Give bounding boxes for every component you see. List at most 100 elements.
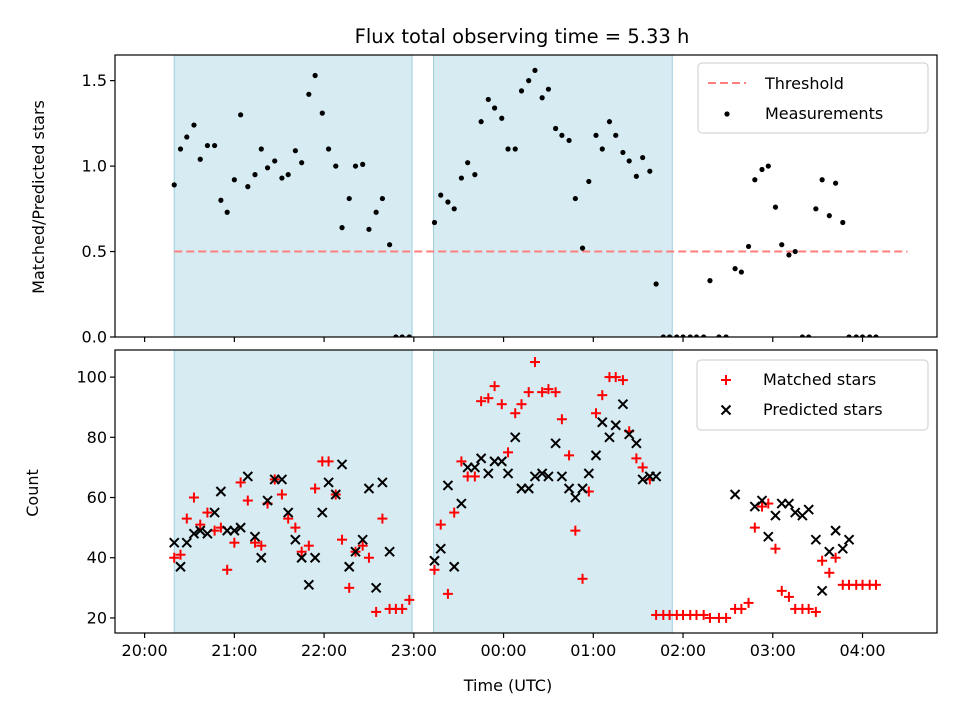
data-point (729, 489, 741, 500)
data-point (819, 177, 825, 183)
plot-area (169, 357, 881, 623)
data-point (285, 172, 291, 178)
data-point (566, 137, 572, 144)
data-point (184, 134, 190, 140)
legend-frame (697, 62, 929, 134)
data-point (276, 489, 287, 500)
data-point (529, 471, 541, 482)
data-point (701, 334, 707, 337)
data-point (586, 178, 592, 185)
data-point (824, 546, 835, 557)
data-point (175, 561, 186, 572)
data-point (738, 269, 744, 275)
data-point (824, 567, 835, 578)
data-point (666, 334, 673, 337)
data-point (633, 173, 639, 179)
data-point (518, 88, 525, 94)
data-point (786, 252, 792, 258)
data-point (745, 243, 752, 250)
data-point (456, 456, 467, 467)
data-point (469, 462, 481, 473)
data-point (188, 492, 199, 503)
data-point (442, 480, 454, 491)
data-point (593, 132, 599, 138)
data-point (723, 334, 729, 337)
data-point (496, 456, 507, 467)
data-point (309, 552, 321, 563)
data-point (202, 507, 213, 518)
data-point (363, 483, 375, 494)
data-point (526, 78, 532, 84)
data-point (429, 564, 440, 575)
data-point (837, 543, 848, 554)
data-point (721, 612, 732, 623)
data-point (660, 334, 666, 337)
data-point (516, 399, 527, 410)
data-point (435, 519, 446, 530)
data-point (442, 588, 453, 599)
data-point (431, 219, 438, 226)
data-point (229, 537, 240, 548)
data-point (704, 612, 715, 623)
data-point (397, 603, 408, 614)
bottom-y-axis-label: Count (23, 469, 42, 517)
data-point (846, 334, 852, 337)
data-point (570, 525, 581, 536)
data-point (472, 172, 478, 178)
legend-matched-swatch (721, 375, 731, 385)
data-point (256, 540, 267, 551)
data-point (350, 546, 361, 557)
data-point (599, 146, 605, 152)
data-point (830, 552, 841, 563)
data-point (597, 390, 608, 401)
data-point (783, 591, 794, 602)
data-point (363, 552, 374, 563)
data-point (483, 393, 494, 404)
x-tick-label: 23:00 (391, 641, 437, 660)
data-point (597, 417, 608, 428)
top-y-axis-label: Matched/Predicted stars (29, 100, 48, 294)
data-point (404, 594, 415, 605)
x-axis-label: Time (UTC) (463, 676, 552, 695)
data-point (765, 163, 771, 169)
data-point (357, 540, 368, 551)
data-point (306, 91, 312, 97)
y-tick-label: 0.5 (82, 242, 107, 261)
data-point (680, 334, 686, 337)
data-point (282, 507, 294, 518)
data-point (776, 585, 787, 596)
data-point (590, 450, 602, 461)
data-point (577, 573, 588, 584)
data-point (523, 387, 534, 398)
legend-matched-label: Matched stars (763, 370, 876, 389)
data-point (817, 555, 828, 566)
data-point (258, 146, 264, 152)
legend-threshold-label: Threshold (764, 74, 844, 93)
data-point (873, 334, 879, 337)
y-tick-label: 1.0 (82, 157, 107, 176)
data-point (843, 534, 855, 545)
data-point (451, 206, 457, 212)
data-point (716, 334, 722, 337)
data-point (177, 146, 184, 152)
data-point (272, 158, 278, 164)
data-point (249, 537, 260, 548)
bottom-panel: Count 20 40 60 80 100 20:00 21:00 22:00 23:00 00:… (23, 349, 938, 660)
data-point (330, 489, 341, 500)
data-point (393, 334, 399, 337)
data-point (292, 148, 298, 154)
data-point (312, 72, 318, 79)
data-point (650, 471, 662, 482)
x-tick-label: 22:00 (301, 641, 347, 660)
data-point (352, 163, 359, 169)
data-point (536, 468, 548, 479)
data-point (604, 432, 615, 443)
data-point (491, 105, 498, 111)
data-point (803, 504, 814, 515)
data-point (204, 142, 211, 149)
data-point (283, 513, 294, 524)
data-point (299, 160, 305, 166)
data-point (867, 334, 873, 337)
data-point (476, 396, 487, 407)
